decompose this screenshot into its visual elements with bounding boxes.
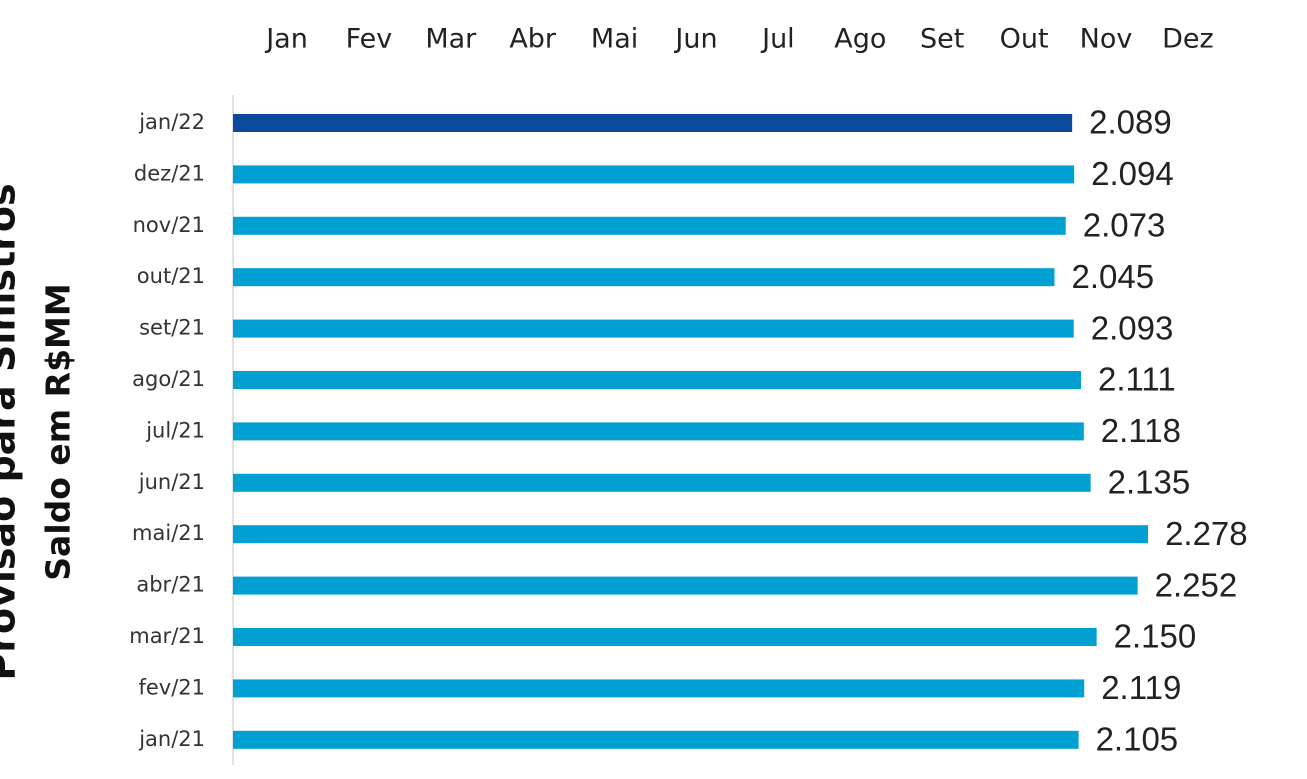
bar (233, 525, 1149, 544)
y-tick-label: out/21 (137, 264, 205, 288)
bar (233, 730, 1079, 749)
y-axis-label-outer: Provisão para Sinistros (0, 183, 24, 680)
top-label: Ago (834, 24, 886, 55)
y-tick-label: dez/21 (134, 161, 205, 185)
data-label: 2.111 (1098, 361, 1176, 398)
y-tick-label: jan/22 (138, 110, 205, 134)
bar (233, 371, 1081, 389)
bar (233, 576, 1138, 595)
data-label: 2.045 (1071, 258, 1154, 295)
top-label: Dez (1162, 24, 1214, 55)
top-label: Mai (591, 24, 638, 55)
data-label: 2.278 (1165, 515, 1248, 552)
data-label: 2.119 (1101, 669, 1181, 706)
data-label: 2.089 (1089, 104, 1172, 141)
y-tick-label: jan/21 (138, 727, 205, 751)
y-tick-label: fev/21 (138, 675, 205, 699)
y-tick-label: mai/21 (132, 521, 205, 545)
bar (233, 216, 1066, 235)
bar (233, 679, 1085, 698)
top-label: Jan (264, 24, 308, 55)
top-label: Mar (425, 24, 477, 55)
data-label: 2.094 (1091, 155, 1174, 192)
y-tick-label: jul/21 (145, 418, 205, 442)
top-label: Jun (673, 24, 717, 55)
top-label: Abr (509, 24, 557, 55)
top-label: Jul (760, 24, 795, 55)
bar (233, 628, 1097, 646)
bar (233, 114, 1073, 132)
data-label: 2.252 (1155, 566, 1238, 603)
y-tick-label: abr/21 (136, 573, 205, 597)
data-label: 2.093 (1091, 309, 1174, 346)
top-label: Set (920, 24, 964, 55)
data-label: 2.073 (1083, 207, 1166, 244)
y-tick-label: nov/21 (133, 213, 205, 237)
top-label: Out (1000, 24, 1049, 55)
top-label: Nov (1080, 24, 1133, 55)
bar (233, 319, 1074, 338)
y-tick-label: jun/21 (138, 470, 205, 494)
data-label: 2.150 (1114, 618, 1197, 655)
data-label: 2.105 (1096, 721, 1179, 758)
y-tick-label: mar/21 (129, 624, 205, 648)
y-tick-label: set/21 (139, 316, 205, 340)
data-label: 2.135 (1108, 464, 1191, 501)
data-label: 2.118 (1101, 412, 1181, 449)
bar (233, 165, 1075, 184)
y-axis-label: Saldo em R$MM (39, 283, 78, 580)
bar (233, 268, 1055, 287)
y-tick-label: ago/21 (132, 367, 205, 391)
bar (233, 473, 1091, 492)
top-label: Fev (346, 24, 393, 55)
bar (233, 422, 1084, 441)
